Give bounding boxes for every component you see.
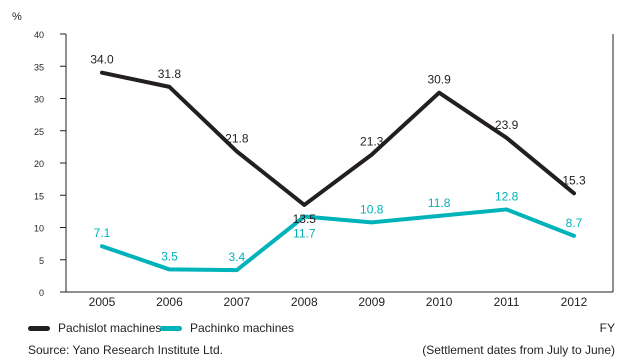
y-tick-label: 10 [34, 224, 44, 234]
series-lines [100, 70, 576, 273]
x-tick-label: 2006 [156, 295, 183, 309]
y-tick-label: 15 [34, 191, 44, 201]
x-tick-label: 2010 [426, 295, 453, 309]
x-tick-labels: 2005 2006 2007 2008 2009 2010 2011 2012 [89, 295, 588, 309]
legend-swatch-pachislot [28, 325, 50, 331]
y-tick-labels: 0 5 10 15 20 25 30 35 40 [34, 30, 44, 298]
data-label-pachinko: 8.7 [566, 216, 583, 230]
x-axis-label: FY [599, 321, 615, 335]
x-tick-label: 2005 [89, 295, 116, 309]
settlement-note: (Settlement dates from July to June) [422, 343, 615, 357]
data-label-pachislot: 34.0 [90, 53, 114, 67]
axes [60, 33, 614, 293]
data-label-pachinko: 11.8 [428, 196, 451, 210]
legend-item-pachislot: Pachislot machines [28, 321, 161, 335]
x-tick-label: 2007 [224, 295, 251, 309]
data-label-pachinko: 10.8 [360, 202, 384, 216]
data-label-pachinko: 12.8 [495, 189, 519, 203]
legend-label-pachinko: Pachinko machines [190, 321, 295, 335]
data-label-pachislot: 21.3 [360, 135, 384, 149]
data-label-pachinko: 3.5 [161, 249, 178, 263]
data-label-pachinko: 7.1 [94, 226, 111, 240]
data-label-pachislot: 30.9 [427, 73, 451, 87]
y-tick-label: 25 [34, 127, 44, 137]
data-label-pachislot: 21.8 [225, 131, 249, 145]
legend-swatch-pachinko [160, 325, 182, 331]
data-label-pachislot: 13.5 [293, 212, 317, 226]
legend-label-pachislot: Pachislot machines [58, 321, 162, 335]
series-line-pachislot [100, 70, 576, 207]
y-tick-label: 20 [34, 159, 44, 169]
data-label-pachislot: 31.8 [158, 67, 182, 81]
y-tick-label: 35 [34, 62, 44, 72]
data-label-pachislot: 23.9 [495, 118, 519, 132]
y-tick-label: 40 [34, 30, 44, 40]
y-axis-unit-label: % [12, 11, 22, 23]
series-line-pachinko [100, 207, 576, 273]
data-label-pachinko: 3.4 [229, 250, 246, 264]
y-tick-label: 0 [39, 288, 44, 298]
data-label-pachinko: 11.7 [293, 227, 316, 241]
data-labels: 34.0 31.8 21.8 13.5 21.3 30.9 23.9 15.3 7.1 3.5 3.… [90, 53, 586, 264]
source-note: Source: Yano Research Institute Ltd. [28, 343, 224, 357]
y-tick-label: 30 [34, 95, 44, 105]
x-tick-label: 2008 [291, 295, 318, 309]
data-label-pachislot: 15.3 [562, 173, 586, 187]
x-tick-label: 2012 [561, 295, 588, 309]
x-tick-label: 2009 [358, 295, 385, 309]
x-tick-label: 2011 [494, 295, 520, 309]
y-tick-label: 5 [39, 256, 44, 266]
legend-item-pachinko: Pachinko machines [160, 321, 294, 335]
